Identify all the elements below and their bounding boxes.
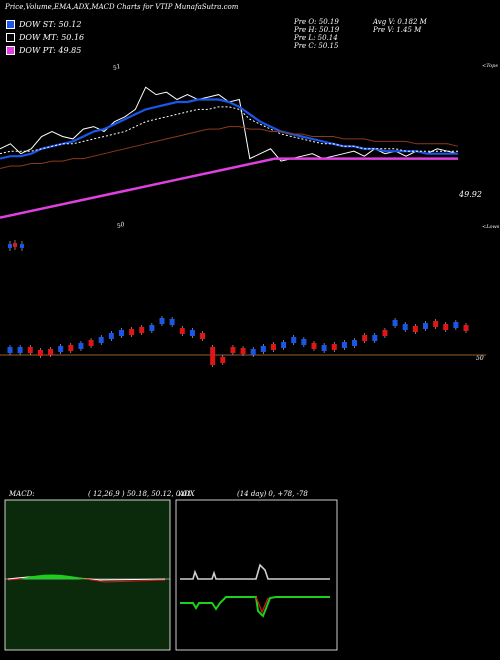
candle-body [159,318,165,324]
prev-volume: Pre V: 1.45 M [373,26,422,34]
legend-dow-st: DOW ST: 50.12 [6,20,81,29]
candle-body [291,337,297,343]
candle-body [412,326,418,332]
candle-body [129,329,135,335]
candle-body [301,339,307,345]
candle-body [58,346,64,352]
candle-body [220,357,226,363]
candle-body [422,323,428,329]
candle-body [78,343,84,349]
candle-body [68,345,74,351]
legend-dow-pt-label: DOW PT: 49.85 [19,46,82,55]
candle-body [453,322,459,328]
candle-body [352,340,358,346]
macd-params: ( 12,26,9 ) 50.18, 50.12, 0.01 [88,490,192,498]
ohlc-open: Pre O: 50.19 [294,18,339,26]
candle-body [230,347,236,353]
macd-title: MACD: [9,490,35,498]
candle-body [270,344,276,350]
candle-body [8,244,12,248]
candle-body [260,346,266,352]
candle-body [331,344,337,350]
legend-dow-pt-swatch [6,46,15,55]
adx-line [180,563,330,580]
avg-volume: Avg V: 0.182 M [373,18,427,26]
candle-body [200,333,206,339]
candle-body [27,347,33,353]
candle-body [149,325,155,331]
candle-body [210,347,216,365]
candle-body [341,342,347,348]
legend-dow-st-swatch [6,20,15,29]
ema-long-line [0,126,459,169]
adx-title: ADX [179,490,195,498]
adx-minus-line [255,596,269,614]
candle-body [443,324,449,330]
candle-body [179,328,185,334]
ohlc-low: Pre L: 50.14 [294,34,338,42]
candle-body [463,325,469,331]
candle-body [402,324,408,330]
candle-body [48,349,54,355]
candle-body [321,345,327,351]
candle-body [7,347,13,353]
candle-body [17,347,23,353]
candle-body [189,330,195,336]
candle-body [169,319,175,325]
candle-body [13,243,17,247]
page-title: Price,Volume,EMA,ADX,MACD Charts for VTI… [5,3,239,11]
candle-body [98,337,104,343]
candle-body [139,327,145,333]
candle-body [281,342,287,348]
candle-body [311,343,317,349]
tops-label: <Tops [482,63,498,69]
candle-chart [0,240,486,367]
macd-histogram [20,574,90,579]
candle-body [392,320,398,326]
candle-body [88,340,94,346]
ema-short-line [0,98,458,160]
candle-body [362,335,368,341]
candle-body [240,348,246,354]
legend-dow-mt: DOW MT: 50.16 [6,33,84,42]
candle-body [37,350,43,356]
legend-dow-mt-label: DOW MT: 50.16 [19,33,85,42]
candle-body [433,321,439,327]
adx-params: (14 day) 0, +78, -78 [237,490,308,498]
ohlc-high: Pre H: 50.19 [294,26,340,34]
candle-body [108,333,114,339]
legend-dow-mt-swatch [6,33,15,42]
candle-body [250,349,256,355]
volume-axis-label: 50 [476,355,484,362]
legend-dow-st-label: DOW ST: 50.12 [19,20,82,29]
price-chart [0,86,459,219]
candle-body [118,330,124,336]
adx-plus-line [180,596,330,618]
candle-body [20,244,24,248]
lows-label: <Lows [482,224,500,230]
candle-body [372,335,378,341]
candle-body [382,330,388,336]
ohlc-close: Pre C: 50.15 [294,42,339,50]
macd-frame [4,499,171,651]
last-price-label: 49.92 [459,190,482,199]
ema-mid-line [0,106,458,155]
legend-dow-pt: DOW PT: 49.85 [6,46,81,55]
dow-pt-line [0,157,458,219]
